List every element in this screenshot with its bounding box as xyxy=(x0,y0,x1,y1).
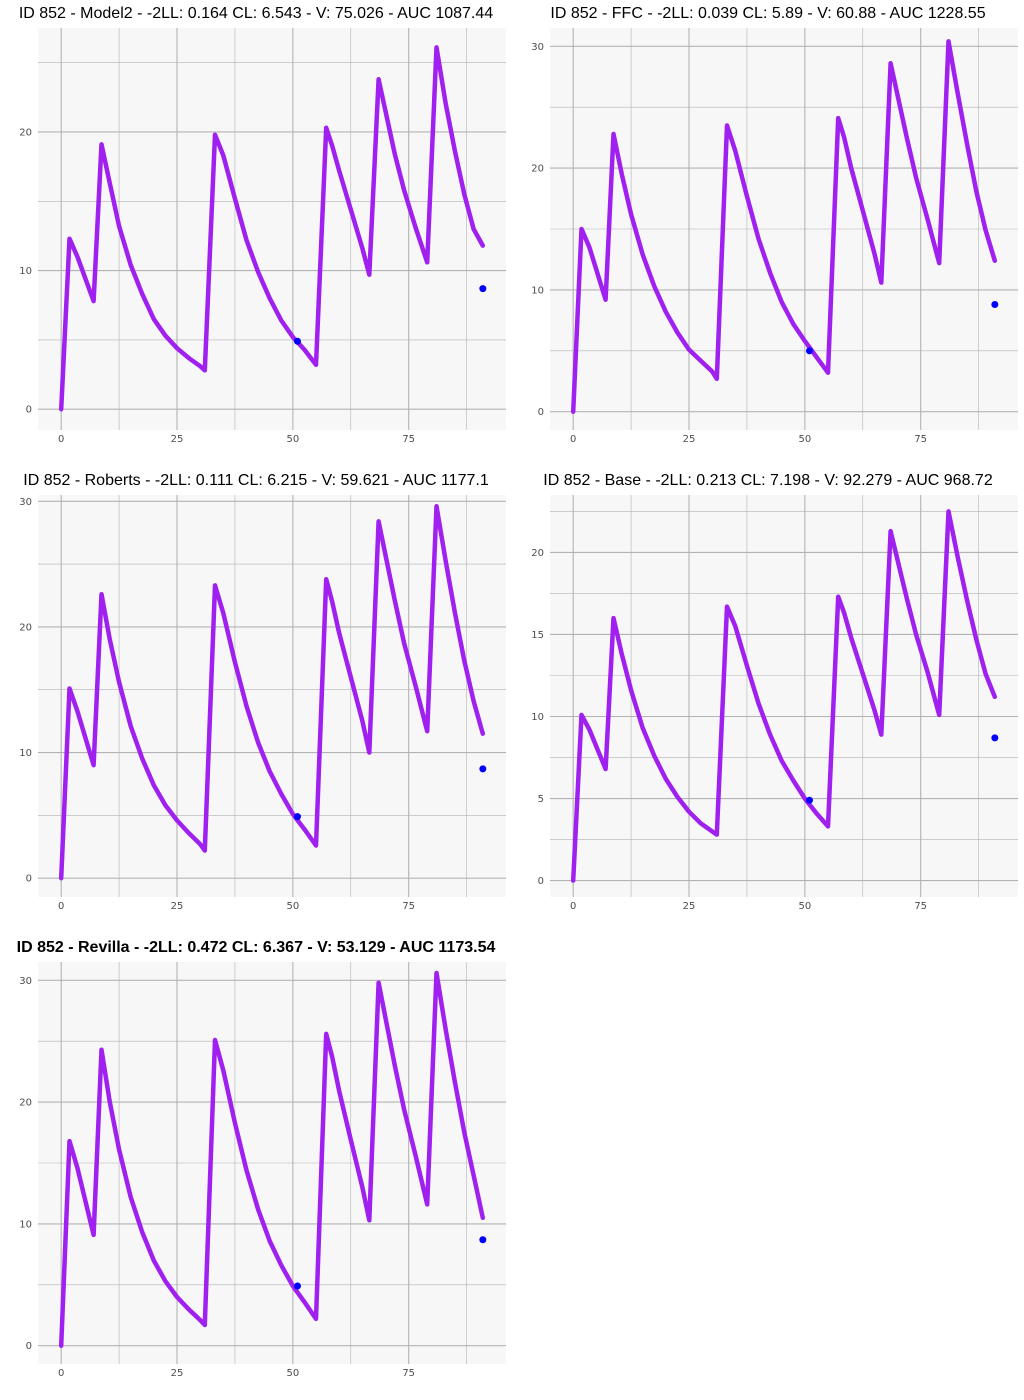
observed-point xyxy=(293,1282,301,1290)
y-tick-label: 20 xyxy=(19,127,32,138)
observed-point xyxy=(479,285,487,293)
observed-point xyxy=(991,734,999,742)
x-tick-label: 0 xyxy=(570,434,576,445)
x-tick-label: 0 xyxy=(570,901,576,912)
x-tick-label: 75 xyxy=(914,434,927,445)
concentration-curve xyxy=(58,970,486,1348)
observed-point xyxy=(293,337,301,345)
y-tick-label: 10 xyxy=(19,1219,32,1230)
y-tick-label: 10 xyxy=(531,285,544,296)
concentration-curve xyxy=(570,509,998,883)
x-tick-label: 75 xyxy=(402,901,415,912)
y-tick-label: 20 xyxy=(19,1098,32,1109)
chart-title: ID 852 - Model2 - -2LL: 0.164 CL: 6.543 … xyxy=(18,5,494,22)
y-tick-label: 5 xyxy=(538,794,544,805)
x-tick-label: 0 xyxy=(58,901,64,912)
chart-title: ID 852 - Base - -2LL: 0.213 CL: 7.198 - … xyxy=(543,472,993,489)
plot-svg: 0 25 50 75 0 10 20 xyxy=(19,28,506,445)
x-tick-label: 75 xyxy=(402,1368,415,1379)
chart-panel-revilla: ID 852 - Revilla - -2LL: 0.472 CL: 6.367… xyxy=(0,934,512,1400)
x-tick-label: 50 xyxy=(286,1368,299,1379)
y-tick-label: 0 xyxy=(26,874,32,885)
concentration-curve xyxy=(570,39,998,414)
y-tick-label: 20 xyxy=(531,548,544,559)
observed-point xyxy=(805,796,813,804)
x-tick-label: 25 xyxy=(683,434,696,445)
observed-point xyxy=(991,301,999,309)
x-tick-label: 75 xyxy=(402,434,415,445)
x-tick-label: 25 xyxy=(171,434,184,445)
x-tick-label: 25 xyxy=(171,1368,184,1379)
y-tick-label: 30 xyxy=(19,497,32,508)
chart-panel-ffc: ID 852 - FFC - -2LL: 0.039 CL: 5.89 - V:… xyxy=(512,0,1024,467)
x-tick-label: 0 xyxy=(58,1368,64,1379)
observed-point xyxy=(479,765,487,773)
x-tick-label: 50 xyxy=(286,434,299,445)
chart-panel-roberts: ID 852 - Roberts - -2LL: 0.111 CL: 6.215… xyxy=(0,467,512,934)
concentration-curve xyxy=(58,504,486,881)
chart-title: ID 852 - FFC - -2LL: 0.039 CL: 5.89 - V:… xyxy=(550,5,986,22)
chart-panel-model2: ID 852 - Model2 - -2LL: 0.164 CL: 6.543 … xyxy=(0,0,512,467)
y-tick-label: 10 xyxy=(19,266,32,277)
observed-point xyxy=(479,1236,487,1244)
x-tick-label: 75 xyxy=(914,901,927,912)
y-tick-label: 15 xyxy=(531,630,544,641)
chart-title: ID 852 - Roberts - -2LL: 0.111 CL: 6.215… xyxy=(23,472,489,489)
plot-svg: 0 25 50 75 0 10 20 30 xyxy=(19,495,506,912)
plot-svg: 0 25 50 75 0 5 10 15 20 xyxy=(531,495,1018,912)
y-tick-label: 10 xyxy=(531,712,544,723)
observed-point xyxy=(293,813,301,821)
x-tick-label: 0 xyxy=(58,434,64,445)
x-tick-label: 50 xyxy=(798,901,811,912)
y-tick-label: 0 xyxy=(538,407,544,418)
y-tick-label: 10 xyxy=(19,748,32,759)
y-tick-label: 20 xyxy=(531,164,544,175)
chart-title: ID 852 - Revilla - -2LL: 0.472 CL: 6.367… xyxy=(16,939,496,956)
y-tick-label: 30 xyxy=(531,42,544,53)
observed-point xyxy=(805,347,813,355)
plot-svg: 0 25 50 75 0 10 20 30 xyxy=(531,28,1018,445)
x-tick-label: 25 xyxy=(683,901,696,912)
y-tick-label: 0 xyxy=(26,1341,32,1352)
y-tick-label: 20 xyxy=(19,622,32,633)
y-tick-label: 0 xyxy=(538,876,544,887)
y-tick-label: 30 xyxy=(19,976,32,987)
x-tick-label: 25 xyxy=(171,901,184,912)
y-tick-label: 0 xyxy=(26,405,32,416)
x-tick-label: 50 xyxy=(798,434,811,445)
concentration-curve xyxy=(58,45,486,412)
plot-svg: 0 25 50 75 0 10 20 30 xyxy=(19,962,506,1379)
chart-panel-base: ID 852 - Base - -2LL: 0.213 CL: 7.198 - … xyxy=(512,467,1024,934)
x-tick-label: 50 xyxy=(286,901,299,912)
